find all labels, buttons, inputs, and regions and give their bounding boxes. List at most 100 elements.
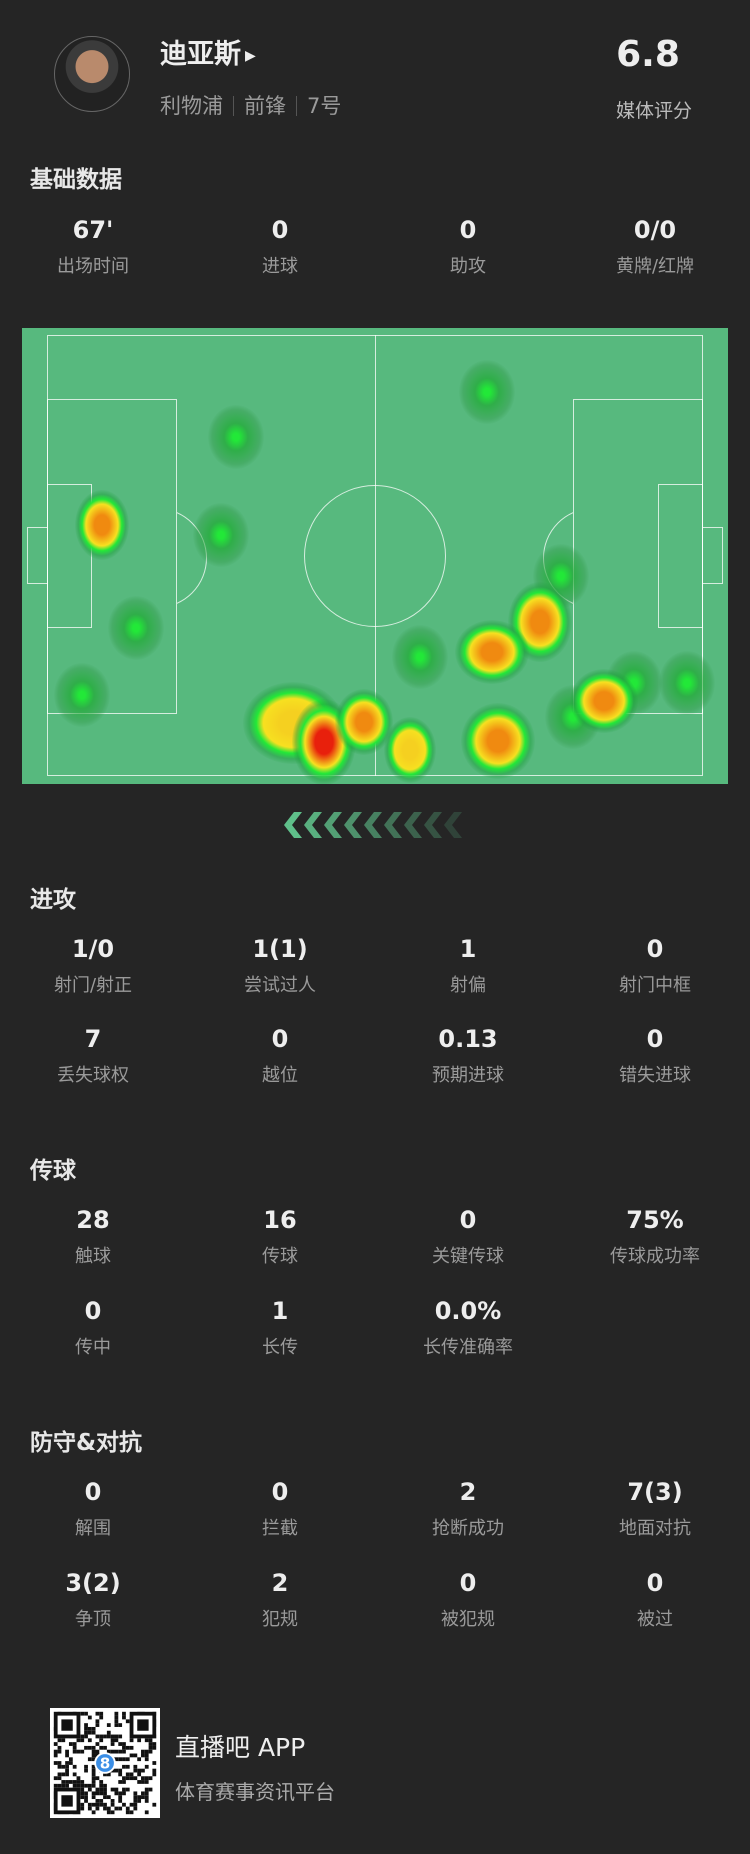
player-info: 利物浦 前锋 7号 bbox=[160, 90, 341, 120]
stat-value: 0.13 bbox=[438, 1025, 498, 1053]
heat-spot bbox=[54, 663, 110, 727]
stat-label: 尝试过人 bbox=[244, 975, 316, 996]
player-name-link[interactable]: 迪亚斯 ▶ bbox=[160, 39, 256, 70]
team-name: 利物浦 bbox=[160, 94, 223, 118]
stat-label: 黄牌/红牌 bbox=[615, 256, 695, 277]
chevron-left-icon bbox=[364, 812, 382, 838]
stat-basic: 67' 出场时间 bbox=[3, 216, 183, 278]
stat-passing: 1 长传 bbox=[190, 1297, 370, 1359]
section-title-defense: 防守&对抗 bbox=[30, 1430, 143, 1456]
stat-label: 传球成功率 bbox=[610, 1246, 700, 1267]
stat-value: 0.0% bbox=[434, 1297, 502, 1325]
heatmap-pitch bbox=[22, 328, 728, 784]
heat-spot bbox=[659, 651, 715, 715]
divider bbox=[296, 96, 297, 116]
app-name: 直播吧 APP bbox=[175, 1733, 306, 1762]
left-goal bbox=[27, 527, 48, 584]
stat-value: 0 bbox=[459, 1206, 477, 1234]
stat-label: 抢断成功 bbox=[432, 1518, 504, 1539]
stat-defense: 3(2) 争顶 bbox=[3, 1569, 183, 1631]
heat-spot-hot bbox=[384, 717, 436, 783]
stat-label: 被犯规 bbox=[441, 1609, 495, 1630]
chevron-left-icon bbox=[344, 812, 362, 838]
chevron-left-icon bbox=[304, 812, 322, 838]
stat-value: 0 bbox=[646, 1569, 664, 1597]
stat-defense: 0 拦截 bbox=[190, 1478, 370, 1540]
heat-spot-hot bbox=[461, 703, 535, 779]
stat-passing: 16 传球 bbox=[190, 1206, 370, 1268]
stat-attack: 0 错失进球 bbox=[565, 1025, 745, 1087]
heat-spot bbox=[208, 405, 264, 469]
stat-label: 射偏 bbox=[450, 975, 486, 996]
heat-spot bbox=[108, 596, 164, 660]
stat-attack: 0.13 预期进球 bbox=[378, 1025, 558, 1087]
stat-passing: 75% 传球成功率 bbox=[565, 1206, 745, 1268]
stat-value: 7(3) bbox=[627, 1478, 683, 1506]
section-title-passing: 传球 bbox=[30, 1158, 76, 1184]
qr-code[interactable]: 8 bbox=[50, 1708, 160, 1818]
stat-passing: 28 触球 bbox=[3, 1206, 183, 1268]
stat-value: 1(1) bbox=[252, 935, 308, 963]
right-goal-area bbox=[658, 484, 703, 628]
heat-spot bbox=[459, 360, 515, 424]
stat-value: 0 bbox=[271, 1025, 289, 1053]
stat-label: 犯规 bbox=[262, 1609, 298, 1630]
stat-label: 射门中框 bbox=[619, 975, 691, 996]
stat-value: 1 bbox=[271, 1297, 289, 1325]
stat-label: 出场时间 bbox=[57, 256, 129, 277]
stat-value: 3(2) bbox=[65, 1569, 121, 1597]
stat-attack: 1(1) 尝试过人 bbox=[190, 935, 370, 997]
stat-passing: 0 关键传球 bbox=[378, 1206, 558, 1268]
stat-label: 助攻 bbox=[450, 256, 486, 277]
stat-value: 1 bbox=[459, 935, 477, 963]
stat-label: 长传 bbox=[262, 1337, 298, 1358]
shirt-number: 7号 bbox=[307, 94, 342, 118]
stat-attack: 1/0 射门/射正 bbox=[3, 935, 183, 997]
divider bbox=[233, 96, 234, 116]
stat-attack: 7 丢失球权 bbox=[3, 1025, 183, 1087]
stat-value: 0 bbox=[271, 1478, 289, 1506]
play-triangle-icon: ▶ bbox=[245, 47, 256, 64]
stat-label: 地面对抗 bbox=[619, 1518, 691, 1539]
stat-label: 解围 bbox=[75, 1518, 111, 1539]
stat-label: 传中 bbox=[75, 1337, 111, 1358]
stat-basic: 0 进球 bbox=[190, 216, 370, 278]
stat-defense: 0 被过 bbox=[565, 1569, 745, 1631]
chevron-left-icon bbox=[424, 812, 442, 838]
stat-value: 0 bbox=[646, 935, 664, 963]
stat-label: 关键传球 bbox=[432, 1246, 504, 1267]
stat-basic: 0 助攻 bbox=[378, 216, 558, 278]
stat-label: 传球 bbox=[262, 1246, 298, 1267]
chevron-left-icon bbox=[444, 812, 462, 838]
stat-defense: 0 解围 bbox=[3, 1478, 183, 1540]
stat-value: 0 bbox=[84, 1478, 102, 1506]
player-avatar[interactable] bbox=[54, 36, 130, 112]
stat-value: 2 bbox=[271, 1569, 289, 1597]
stat-basic: 0/0 黄牌/红牌 bbox=[565, 216, 745, 278]
stat-value: 1/0 bbox=[71, 935, 115, 963]
right-goal bbox=[702, 527, 723, 584]
rating-value: 6.8 bbox=[616, 34, 680, 75]
stat-value: 0 bbox=[84, 1297, 102, 1325]
stat-attack: 0 越位 bbox=[190, 1025, 370, 1087]
heat-spot-hot bbox=[455, 620, 529, 684]
stat-value: 0/0 bbox=[633, 216, 677, 244]
heat-spot bbox=[392, 625, 448, 689]
stat-value: 67' bbox=[72, 216, 114, 244]
chevron-left-icon bbox=[404, 812, 422, 838]
stat-attack: 0 射门中框 bbox=[565, 935, 745, 997]
chevron-left-icon bbox=[384, 812, 402, 838]
stat-value: 16 bbox=[263, 1206, 297, 1234]
stat-value: 0 bbox=[646, 1025, 664, 1053]
stat-label: 预期进球 bbox=[432, 1065, 504, 1086]
stat-value: 28 bbox=[76, 1206, 110, 1234]
stat-defense: 0 被犯规 bbox=[378, 1569, 558, 1631]
heat-spot-hot bbox=[75, 490, 129, 560]
stat-value: 0 bbox=[459, 1569, 477, 1597]
heat-spot-hot bbox=[570, 669, 638, 733]
stat-label: 拦截 bbox=[262, 1518, 298, 1539]
app-slogan: 体育赛事资讯平台 bbox=[175, 1780, 335, 1804]
section-title-basic: 基础数据 bbox=[30, 167, 122, 193]
stat-value: 75% bbox=[626, 1206, 684, 1234]
